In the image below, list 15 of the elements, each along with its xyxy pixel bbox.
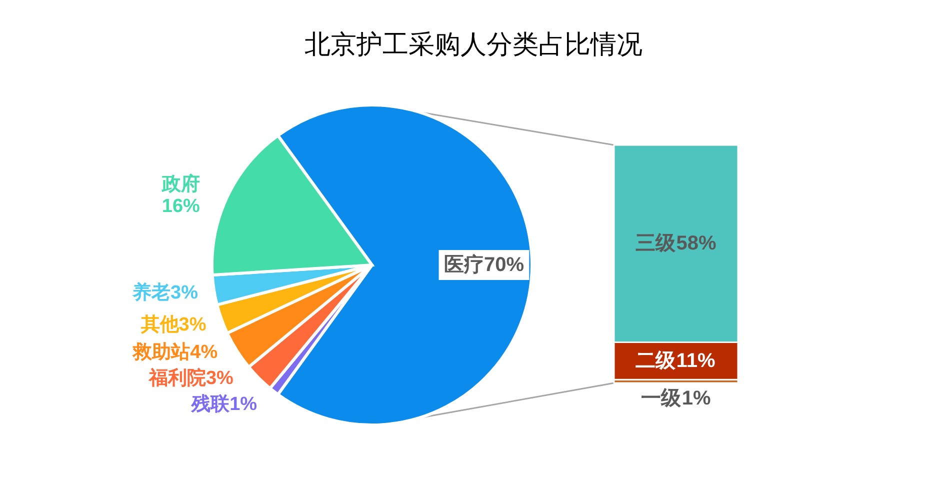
- series-label: 三级: [635, 232, 676, 255]
- series-label: 一级: [640, 388, 682, 410]
- data-label: 58%: [676, 232, 717, 255]
- slice-label: 残联1%: [190, 393, 258, 416]
- chart-title: 北京护工采购人分类占比情况: [304, 28, 644, 61]
- slice-label: 救助站4%: [132, 341, 218, 364]
- slice-label: 其他3%: [140, 314, 206, 336]
- slice-label: 福利院3%: [148, 367, 234, 390]
- data-label: 11%: [676, 350, 716, 372]
- data-label: 1%: [682, 388, 712, 410]
- slice-label: 养老3%: [132, 282, 198, 304]
- slice-label: 医疗70%: [444, 253, 524, 276]
- slice-label: 政府: [160, 173, 200, 196]
- data-label: 16%: [162, 196, 200, 218]
- series-label: 二级: [635, 350, 676, 372]
